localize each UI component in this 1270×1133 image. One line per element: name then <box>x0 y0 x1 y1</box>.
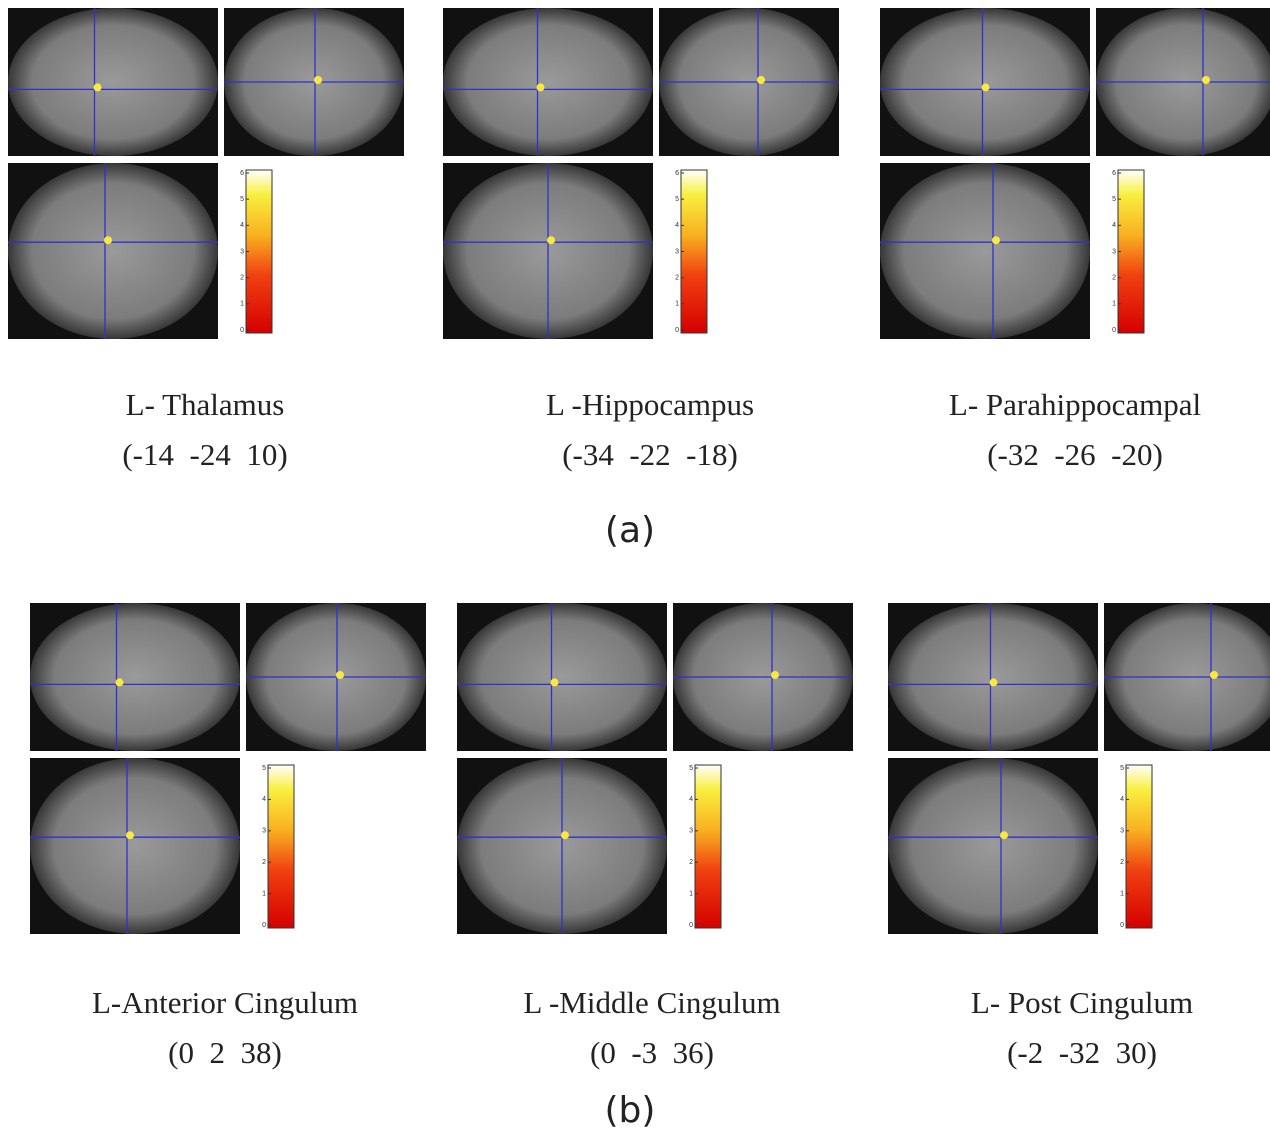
colorbar-tick-label: 6 <box>675 170 679 177</box>
colorbar-tick-label: 3 <box>675 248 679 255</box>
colorbar-tick-label: 4 <box>689 796 693 803</box>
activation-blob <box>990 678 998 686</box>
colorbar-tick-label: 2 <box>1112 275 1116 282</box>
colorbar-tick-label: 2 <box>675 275 679 282</box>
colorbar-tick-label: 3 <box>240 248 244 255</box>
region-label: L -Hippocampus <box>546 387 754 422</box>
activation-blob <box>551 678 559 686</box>
brain-slice <box>30 758 240 934</box>
colorbar-tick-label: 4 <box>262 796 266 803</box>
colorbar-tick-label: 4 <box>1112 222 1116 229</box>
activation-blob <box>992 236 1000 244</box>
colorbar-tick-label: 1 <box>675 301 679 308</box>
activation-blob <box>314 76 322 84</box>
group-label: (a) <box>605 510 655 551</box>
colorbar-tick-label: 2 <box>240 275 244 282</box>
colorbar-tick-label: 3 <box>262 828 266 835</box>
region-label: L- Parahippocampal <box>949 387 1201 422</box>
colorbar-tick-label: 4 <box>1120 796 1124 803</box>
colorbar-tick-label: 6 <box>240 170 244 177</box>
region-label: L- Thalamus <box>126 387 285 422</box>
colorbar-tick-label: 5 <box>1112 196 1116 203</box>
coordinates: (0 2 38) <box>168 1035 282 1070</box>
colorbar-tick-label: 0 <box>240 327 244 334</box>
group-label: (b) <box>605 1090 656 1131</box>
activation-blob <box>126 831 134 839</box>
colorbar-tick-label: 5 <box>262 765 266 772</box>
region-label: L-Anterior Cingulum <box>92 985 358 1020</box>
brain-slice <box>880 8 1090 156</box>
coordinates: (-14 -24 10) <box>122 437 287 472</box>
colorbar <box>681 170 707 333</box>
brain-slice <box>443 8 653 156</box>
activation-blob <box>537 83 545 91</box>
colorbar-tick-label: 0 <box>689 922 693 929</box>
activation-blob <box>104 236 112 244</box>
colorbar-tick-label: 5 <box>689 765 693 772</box>
colorbar-tick-label: 4 <box>675 222 679 229</box>
colorbar <box>695 765 721 928</box>
brain-slice <box>8 163 218 339</box>
colorbar-tick-label: 4 <box>240 222 244 229</box>
brain-slice <box>888 603 1098 751</box>
coordinates: (0 -3 36) <box>590 1035 714 1070</box>
colorbar-tick-label: 2 <box>262 859 266 866</box>
activation-blob <box>1210 671 1218 679</box>
region-label: L- Post Cingulum <box>971 985 1193 1020</box>
colorbar <box>1126 765 1152 928</box>
brain-slice <box>880 163 1090 339</box>
activation-blob <box>982 83 990 91</box>
activation-blob <box>547 236 555 244</box>
colorbar <box>1118 170 1144 333</box>
colorbar-tick-label: 0 <box>1120 922 1124 929</box>
activation-blob <box>1202 76 1210 84</box>
colorbar-tick-label: 1 <box>1120 890 1124 897</box>
colorbar-tick-label: 0 <box>675 327 679 334</box>
colorbar-tick-label: 1 <box>240 301 244 308</box>
figure: 0 1 2 3 4 5 6 L- Thalamus (-14 -24 10) 0 1 2 3 4 5 6 L -… <box>0 0 1270 1133</box>
brain-slice <box>30 603 240 751</box>
activation-blob <box>116 678 124 686</box>
coordinates: (-34 -22 -18) <box>562 437 738 472</box>
colorbar-tick-label: 2 <box>689 859 693 866</box>
colorbar-tick-label: 5 <box>240 196 244 203</box>
colorbar-tick-label: 1 <box>689 890 693 897</box>
brain-slice <box>8 8 218 156</box>
colorbar-tick-label: 1 <box>262 890 266 897</box>
colorbar-tick-label: 2 <box>1120 859 1124 866</box>
activation-blob <box>1000 831 1008 839</box>
brain-slice <box>457 603 667 751</box>
activation-blob <box>336 671 344 679</box>
brain-slice <box>888 758 1098 934</box>
colorbar-tick-label: 3 <box>1120 828 1124 835</box>
colorbar-tick-label: 1 <box>1112 301 1116 308</box>
colorbar-tick-label: 0 <box>262 922 266 929</box>
colorbar-tick-label: 5 <box>675 196 679 203</box>
region-label: L -Middle Cingulum <box>523 985 780 1020</box>
activation-blob <box>757 76 765 84</box>
colorbar-tick-label: 6 <box>1112 170 1116 177</box>
colorbar-tick-label: 0 <box>1112 327 1116 334</box>
activation-blob <box>771 671 779 679</box>
activation-blob <box>94 83 102 91</box>
activation-blob <box>561 831 569 839</box>
colorbar-tick-label: 3 <box>689 828 693 835</box>
colorbar <box>268 765 294 928</box>
colorbar <box>246 170 272 333</box>
colorbar-tick-label: 3 <box>1112 248 1116 255</box>
coordinates: (-32 -26 -20) <box>987 437 1163 472</box>
coordinates: (-2 -32 30) <box>1007 1035 1157 1070</box>
colorbar-tick-label: 5 <box>1120 765 1124 772</box>
